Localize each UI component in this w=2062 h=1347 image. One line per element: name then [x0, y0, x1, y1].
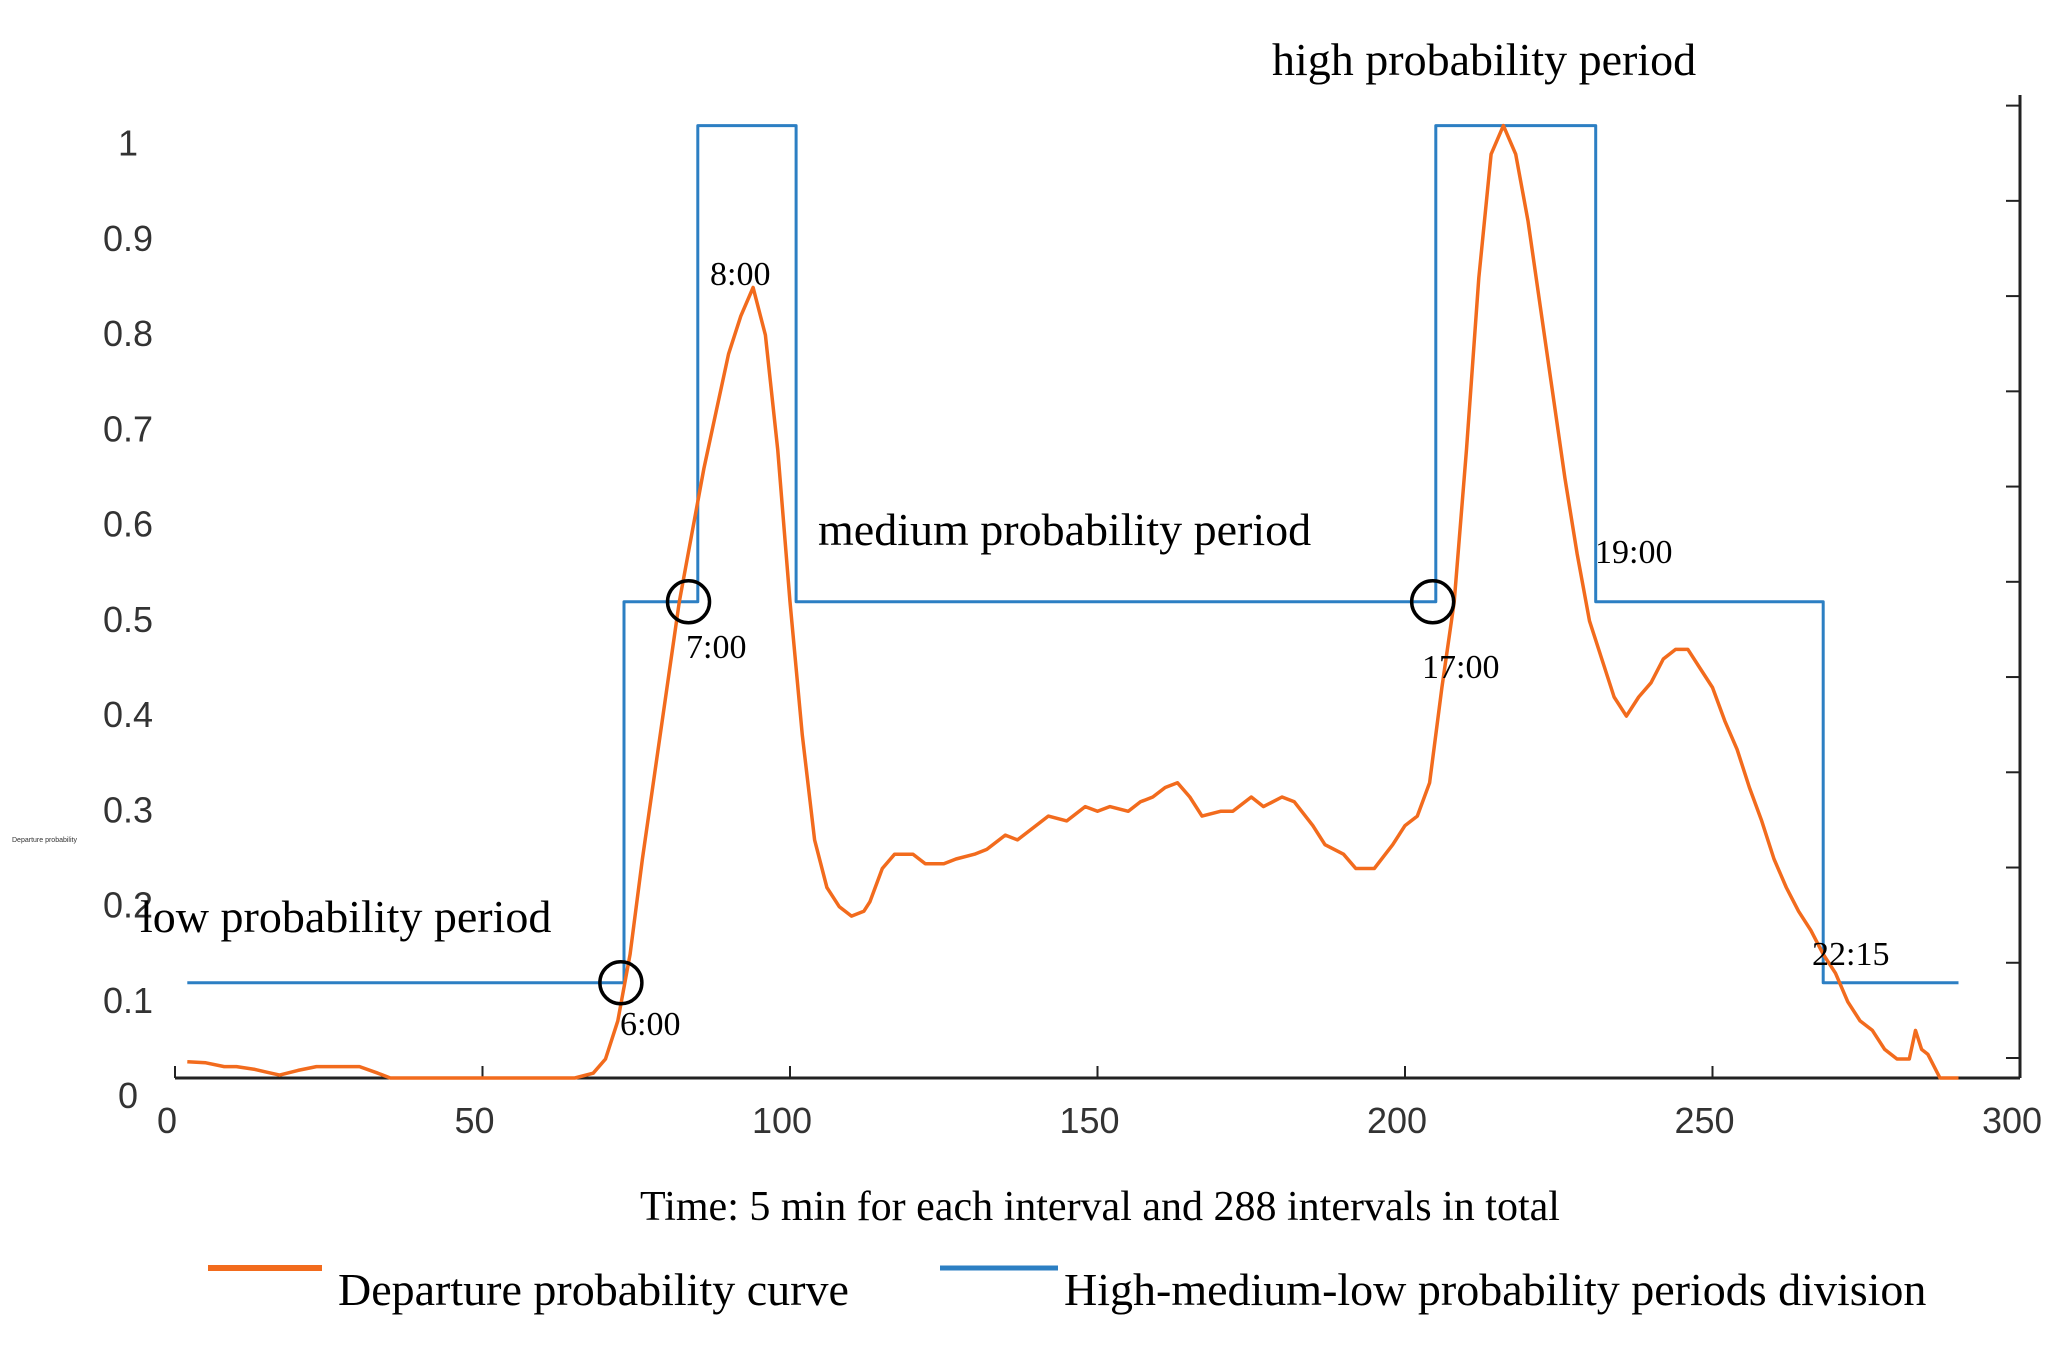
annotations: low probability period medium probabilit… [140, 34, 1889, 1043]
y-tick-label: 0.8 [103, 313, 153, 354]
annotation-time-800: 8:00 [710, 256, 770, 293]
x-axis-label: Time: 5 min for each interval and 288 in… [640, 1184, 1560, 1230]
x-tick-label: 50 [454, 1100, 494, 1141]
transition-circle-marker [1409, 579, 1456, 625]
annotation-low-period: low probability period [140, 891, 551, 942]
right-axis-ticks [2006, 104, 2020, 1059]
x-tick-label: 150 [1059, 1100, 1119, 1141]
transition-circle-marker [665, 579, 712, 625]
x-tick-label: 300 [1982, 1100, 2042, 1141]
x-tick-label: 0 [157, 1100, 177, 1141]
annotation-medium-period: medium probability period [818, 504, 1311, 555]
annotation-time-1700: 17:00 [1422, 649, 1499, 686]
legend: Departure probability curve High-medium-… [208, 1264, 1926, 1315]
y-tick-label: 0.6 [103, 504, 153, 545]
series-line-period-division [187, 124, 1959, 985]
x-tick-label: 200 [1367, 1100, 1427, 1141]
annotation-time-2215: 22:15 [1812, 936, 1889, 973]
transition-markers [598, 579, 1456, 1006]
y-tick-label: 0 [118, 1075, 138, 1116]
axes: 0 50 100 150 200 250 300 0 0.1 0.2 0.3 0.4 0.5 0.6 0.… [103, 95, 2042, 1141]
y-tick-label: 0.4 [103, 694, 153, 735]
annotation-time-1900: 19:00 [1595, 534, 1672, 571]
y-axis-label: Departure probability [12, 837, 77, 844]
transition-circle-marker [598, 960, 644, 1006]
series-line-departure-probability [187, 123, 1959, 1080]
annotation-time-600: 6:00 [620, 1006, 680, 1043]
y-tick-label: 0.2 [103, 885, 153, 926]
y-tick-label: 0.3 [103, 789, 153, 830]
y-tick-label: 0.5 [103, 599, 153, 640]
legend-label-departure: Departure probability curve [338, 1264, 849, 1315]
x-tick-label: 250 [1674, 1100, 1734, 1141]
annotation-time-700: 7:00 [686, 629, 746, 666]
legend-label-division: High-medium-low probability periods divi… [1064, 1264, 1926, 1315]
y-tick-label: 0.1 [103, 980, 153, 1021]
x-tick-label: 100 [752, 1100, 812, 1141]
y-tick-label: 0.7 [103, 408, 153, 449]
x-axis-ticks: 0 50 100 150 200 250 300 [157, 1066, 2042, 1141]
y-tick-label: 1 [118, 123, 138, 164]
y-axis-ticks: 0 0.1 0.2 0.3 0.4 0.5 0.6 0.7 0.8 0.9 1 [103, 123, 153, 1116]
y-tick-label: 0.9 [103, 218, 153, 259]
series-layer [187, 123, 1959, 1080]
annotation-high-period: high probability period [1272, 34, 1696, 85]
